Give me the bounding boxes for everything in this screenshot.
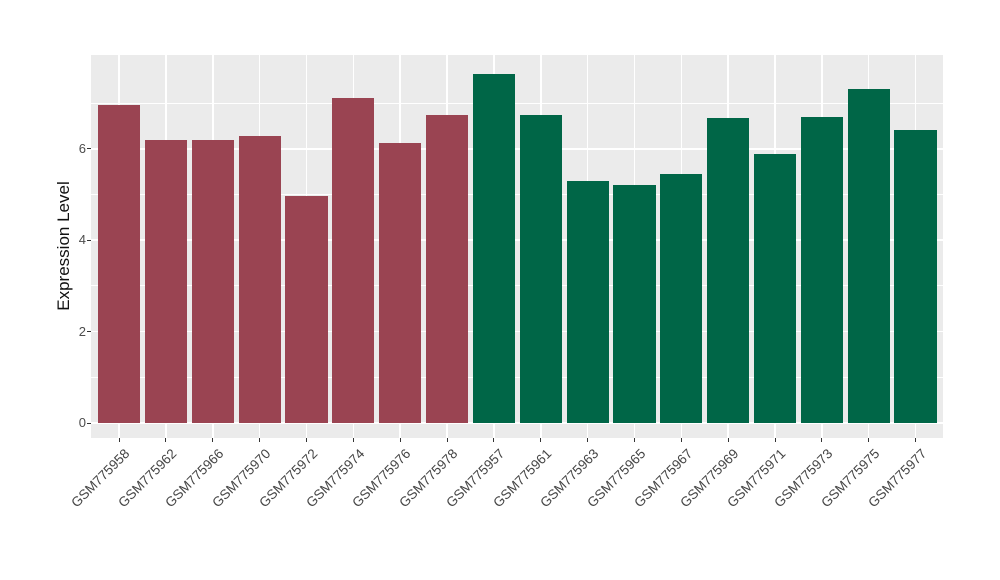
x-tick-mark <box>352 438 354 442</box>
bar-GSM775967 <box>660 173 703 423</box>
bar-GSM775966 <box>191 139 234 423</box>
bar-GSM775971 <box>753 153 797 423</box>
y-tick-mark <box>87 331 91 333</box>
major-gridline <box>91 422 943 424</box>
minor-gridline <box>91 102 943 104</box>
y-tick-label: 6 <box>78 140 86 156</box>
x-tick-mark <box>212 438 214 442</box>
bar-GSM775972 <box>285 196 328 423</box>
bar-GSM775970 <box>238 136 281 423</box>
bar-GSM775973 <box>800 116 843 423</box>
bar-GSM775974 <box>332 97 375 423</box>
bar-GSM775963 <box>566 180 609 423</box>
bar-GSM775976 <box>379 142 422 423</box>
bar-GSM775978 <box>425 115 469 423</box>
bar-GSM775958 <box>98 105 141 423</box>
x-tick-mark <box>118 438 120 442</box>
x-tick-mark <box>399 438 401 442</box>
x-tick-mark <box>727 438 729 442</box>
minor-gridline <box>91 376 943 378</box>
bar-GSM775965 <box>613 185 656 423</box>
bar-GSM775957 <box>472 73 515 423</box>
y-tick-mark <box>87 422 91 424</box>
x-tick-mark <box>587 438 589 442</box>
x-tick-mark <box>633 438 635 442</box>
y-tick-label: 0 <box>78 415 86 430</box>
bar-GSM775977 <box>894 130 937 423</box>
x-tick-mark <box>493 438 495 442</box>
x-tick-mark <box>540 438 542 442</box>
y-tick-label: 4 <box>78 232 86 248</box>
y-tick-label: 2 <box>78 323 86 339</box>
bar-GSM775969 <box>707 118 750 423</box>
x-tick-mark <box>821 438 823 442</box>
y-tick-mark <box>87 148 91 150</box>
minor-gridline <box>91 194 943 195</box>
y-tick-mark <box>87 239 91 241</box>
bar-GSM775975 <box>847 89 890 423</box>
bar-GSM775962 <box>144 139 188 423</box>
major-gridline <box>91 148 943 150</box>
x-tick-mark <box>306 438 307 442</box>
x-tick-mark <box>915 438 917 442</box>
x-tick-mark <box>774 438 776 442</box>
x-tick-mark <box>165 438 167 442</box>
minor-gridline <box>91 285 943 287</box>
x-tick-mark <box>868 438 870 442</box>
major-gridline <box>91 330 943 333</box>
x-tick-mark <box>446 438 448 442</box>
plot-panel <box>91 55 943 438</box>
major-gridline <box>91 239 943 241</box>
x-tick-mark <box>680 438 682 442</box>
bar-GSM775961 <box>519 115 562 423</box>
x-tick-mark <box>259 438 261 442</box>
